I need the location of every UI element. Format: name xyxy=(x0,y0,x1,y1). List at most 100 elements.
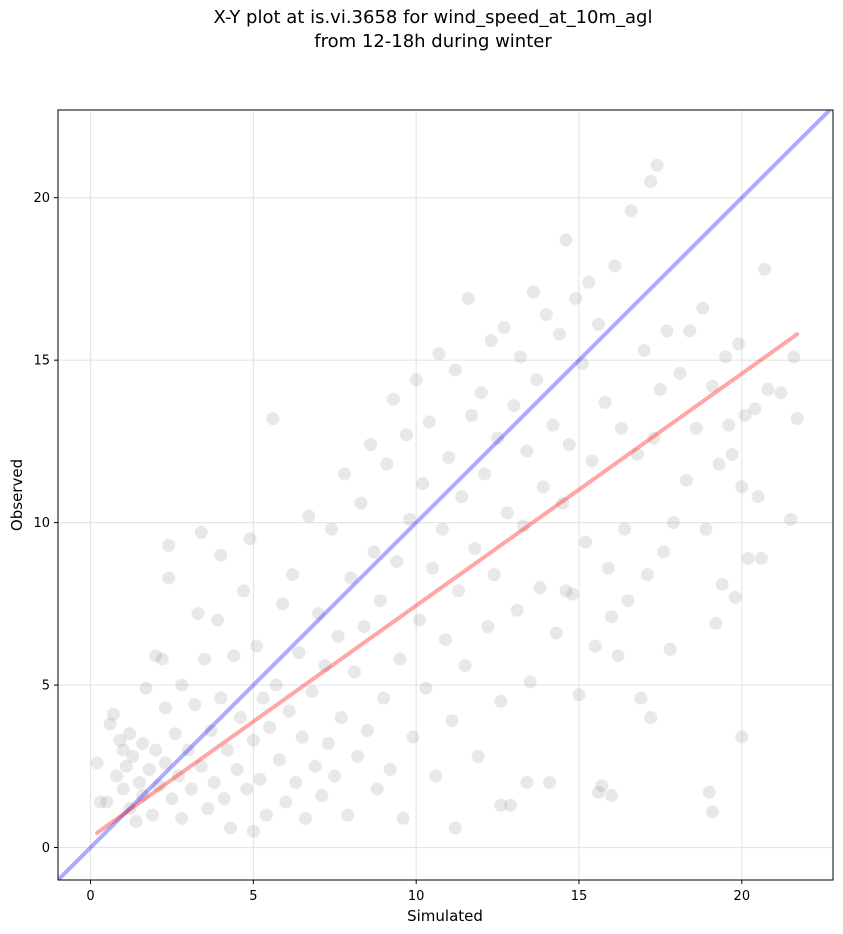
data-point xyxy=(618,522,632,536)
data-point xyxy=(448,821,462,835)
data-point xyxy=(298,811,312,825)
data-point xyxy=(637,343,651,357)
data-point xyxy=(461,291,475,305)
data-point xyxy=(507,399,521,413)
data-point xyxy=(191,607,205,621)
data-point xyxy=(510,603,524,617)
data-point xyxy=(634,691,648,705)
data-point xyxy=(696,301,710,315)
data-point xyxy=(448,363,462,377)
data-point xyxy=(386,392,400,406)
data-point xyxy=(292,646,306,660)
data-point xyxy=(136,789,150,803)
data-point xyxy=(683,324,697,338)
data-point xyxy=(100,795,114,809)
data-point xyxy=(354,496,368,510)
data-point xyxy=(123,802,137,816)
data-point xyxy=(748,402,762,416)
data-point xyxy=(295,730,309,744)
data-point xyxy=(269,678,283,692)
data-point xyxy=(517,519,531,533)
data-point xyxy=(452,584,466,598)
data-point xyxy=(647,431,661,445)
data-point xyxy=(432,347,446,361)
data-point xyxy=(474,386,488,400)
data-point xyxy=(217,792,231,806)
chart-title: X-Y plot at is.vi.3658 for wind_speed_at… xyxy=(0,6,843,54)
data-point xyxy=(110,769,124,783)
data-point xyxy=(204,724,218,738)
data-point xyxy=(250,639,264,653)
chart-title-line-2: from 12-18h during winter xyxy=(314,31,552,52)
data-point xyxy=(761,382,775,396)
data-point xyxy=(149,649,163,663)
y-tick-label: 10 xyxy=(33,516,50,531)
data-point xyxy=(706,379,720,393)
data-point xyxy=(754,551,768,565)
data-point xyxy=(605,610,619,624)
data-point xyxy=(588,639,602,653)
data-point xyxy=(246,824,260,838)
data-point xyxy=(735,480,749,494)
data-point xyxy=(491,431,505,445)
data-point xyxy=(211,613,225,627)
data-point xyxy=(113,733,127,747)
x-tick-label: 0 xyxy=(86,889,94,904)
data-point xyxy=(500,506,514,520)
data-point xyxy=(487,568,501,582)
data-point xyxy=(201,802,215,816)
data-point xyxy=(439,633,452,647)
data-point xyxy=(425,561,439,575)
data-point xyxy=(263,720,277,734)
data-point xyxy=(728,590,742,604)
data-point xyxy=(302,509,316,523)
data-point xyxy=(373,594,387,608)
data-point xyxy=(194,525,208,539)
data-point xyxy=(605,789,619,803)
data-point xyxy=(149,743,163,757)
data-point xyxy=(227,649,241,663)
data-point xyxy=(158,701,172,715)
data-point xyxy=(572,688,586,702)
data-point xyxy=(364,438,378,452)
data-point xyxy=(123,727,137,741)
data-point xyxy=(621,594,635,608)
data-point xyxy=(383,763,397,777)
data-point xyxy=(435,522,449,536)
data-point xyxy=(198,652,212,666)
data-point xyxy=(611,649,625,663)
x-tick-label: 10 xyxy=(408,889,425,904)
data-point xyxy=(657,545,671,559)
data-point xyxy=(712,457,726,471)
data-point xyxy=(194,759,208,773)
data-point xyxy=(673,366,687,380)
data-point xyxy=(429,769,443,783)
data-point xyxy=(220,743,234,757)
data-point xyxy=(116,782,130,796)
data-point xyxy=(328,769,342,783)
data-point xyxy=(230,763,244,777)
data-point xyxy=(272,753,286,767)
data-point xyxy=(565,587,579,601)
y-tick-label: 15 xyxy=(33,354,50,369)
data-point xyxy=(367,545,381,559)
data-point xyxy=(663,642,677,656)
data-point xyxy=(377,691,391,705)
data-point xyxy=(341,808,355,822)
data-point xyxy=(119,759,133,773)
data-point xyxy=(282,704,296,718)
data-point xyxy=(233,711,247,725)
data-point xyxy=(784,512,798,526)
data-point xyxy=(214,548,228,562)
data-point xyxy=(325,522,339,536)
data-point xyxy=(559,233,573,247)
data-point xyxy=(240,782,254,796)
data-point xyxy=(699,522,713,536)
data-point xyxy=(631,447,645,461)
data-point xyxy=(774,386,788,400)
identity-line xyxy=(58,110,833,880)
data-point xyxy=(357,620,371,634)
regression-line xyxy=(95,332,800,835)
data-point xyxy=(243,532,257,546)
grid xyxy=(58,110,833,880)
